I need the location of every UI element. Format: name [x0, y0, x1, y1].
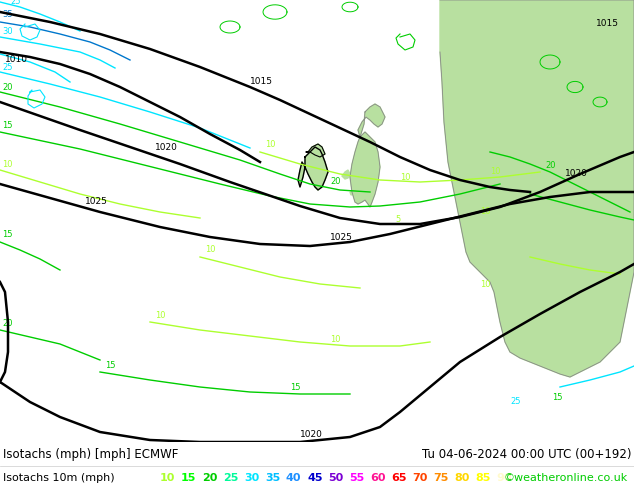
Text: 20: 20 — [2, 83, 13, 92]
Text: 1025: 1025 — [85, 197, 108, 206]
Text: 70: 70 — [412, 473, 427, 483]
Text: 85: 85 — [475, 473, 490, 483]
Text: 1020: 1020 — [565, 170, 588, 178]
Text: 10: 10 — [2, 160, 13, 169]
Polygon shape — [350, 191, 354, 195]
Text: 1015: 1015 — [596, 20, 619, 28]
Text: 10: 10 — [480, 207, 491, 216]
Text: 1020: 1020 — [300, 430, 323, 439]
Text: 10: 10 — [400, 173, 410, 182]
Polygon shape — [350, 132, 380, 207]
Text: 10: 10 — [155, 311, 165, 320]
Text: ©weatheronline.co.uk: ©weatheronline.co.uk — [504, 473, 628, 483]
Polygon shape — [358, 104, 385, 137]
Text: 25: 25 — [2, 63, 13, 72]
Text: 60: 60 — [370, 473, 385, 483]
Text: 15: 15 — [2, 121, 13, 130]
Text: 10: 10 — [205, 245, 216, 254]
Polygon shape — [342, 170, 350, 179]
Polygon shape — [306, 144, 325, 157]
Text: 1015: 1015 — [250, 77, 273, 87]
Text: 15: 15 — [290, 383, 301, 392]
Text: Tu 04-06-2024 00:00 UTC (00+192): Tu 04-06-2024 00:00 UTC (00+192) — [422, 447, 631, 461]
Text: 15: 15 — [552, 393, 562, 402]
Text: Isotachs (mph) [mph] ECMWF: Isotachs (mph) [mph] ECMWF — [3, 447, 178, 461]
Text: 35: 35 — [2, 10, 13, 19]
Text: 75: 75 — [433, 473, 448, 483]
Text: 30: 30 — [244, 473, 259, 483]
Text: Isotachs 10m (mph): Isotachs 10m (mph) — [3, 473, 115, 483]
Text: 25: 25 — [510, 397, 521, 406]
Text: 55: 55 — [349, 473, 365, 483]
Text: 35: 35 — [265, 473, 280, 483]
Text: 30: 30 — [2, 27, 13, 36]
Text: 5: 5 — [395, 215, 400, 224]
Text: 10: 10 — [490, 167, 500, 176]
Text: 20: 20 — [545, 161, 555, 170]
Text: 15: 15 — [181, 473, 197, 483]
Text: 10: 10 — [330, 335, 340, 344]
Text: 1010: 1010 — [5, 55, 28, 65]
Polygon shape — [440, 0, 634, 377]
Text: 10: 10 — [160, 473, 176, 483]
Text: 20: 20 — [2, 319, 13, 328]
Text: 45: 45 — [307, 473, 323, 483]
Polygon shape — [298, 147, 328, 190]
Text: 80: 80 — [454, 473, 469, 483]
Text: 65: 65 — [391, 473, 406, 483]
Text: 15: 15 — [105, 361, 115, 370]
Text: 15: 15 — [2, 230, 13, 239]
Text: 1020: 1020 — [155, 143, 178, 151]
Text: 10: 10 — [265, 140, 276, 149]
Text: 90: 90 — [496, 473, 512, 483]
Text: 20: 20 — [330, 177, 340, 186]
Text: 25: 25 — [10, 0, 20, 6]
Text: 50: 50 — [328, 473, 343, 483]
Text: 10: 10 — [480, 280, 491, 289]
Text: 1025: 1025 — [330, 234, 353, 243]
Text: 40: 40 — [286, 473, 302, 483]
Text: 25: 25 — [223, 473, 238, 483]
Text: 20: 20 — [202, 473, 217, 483]
